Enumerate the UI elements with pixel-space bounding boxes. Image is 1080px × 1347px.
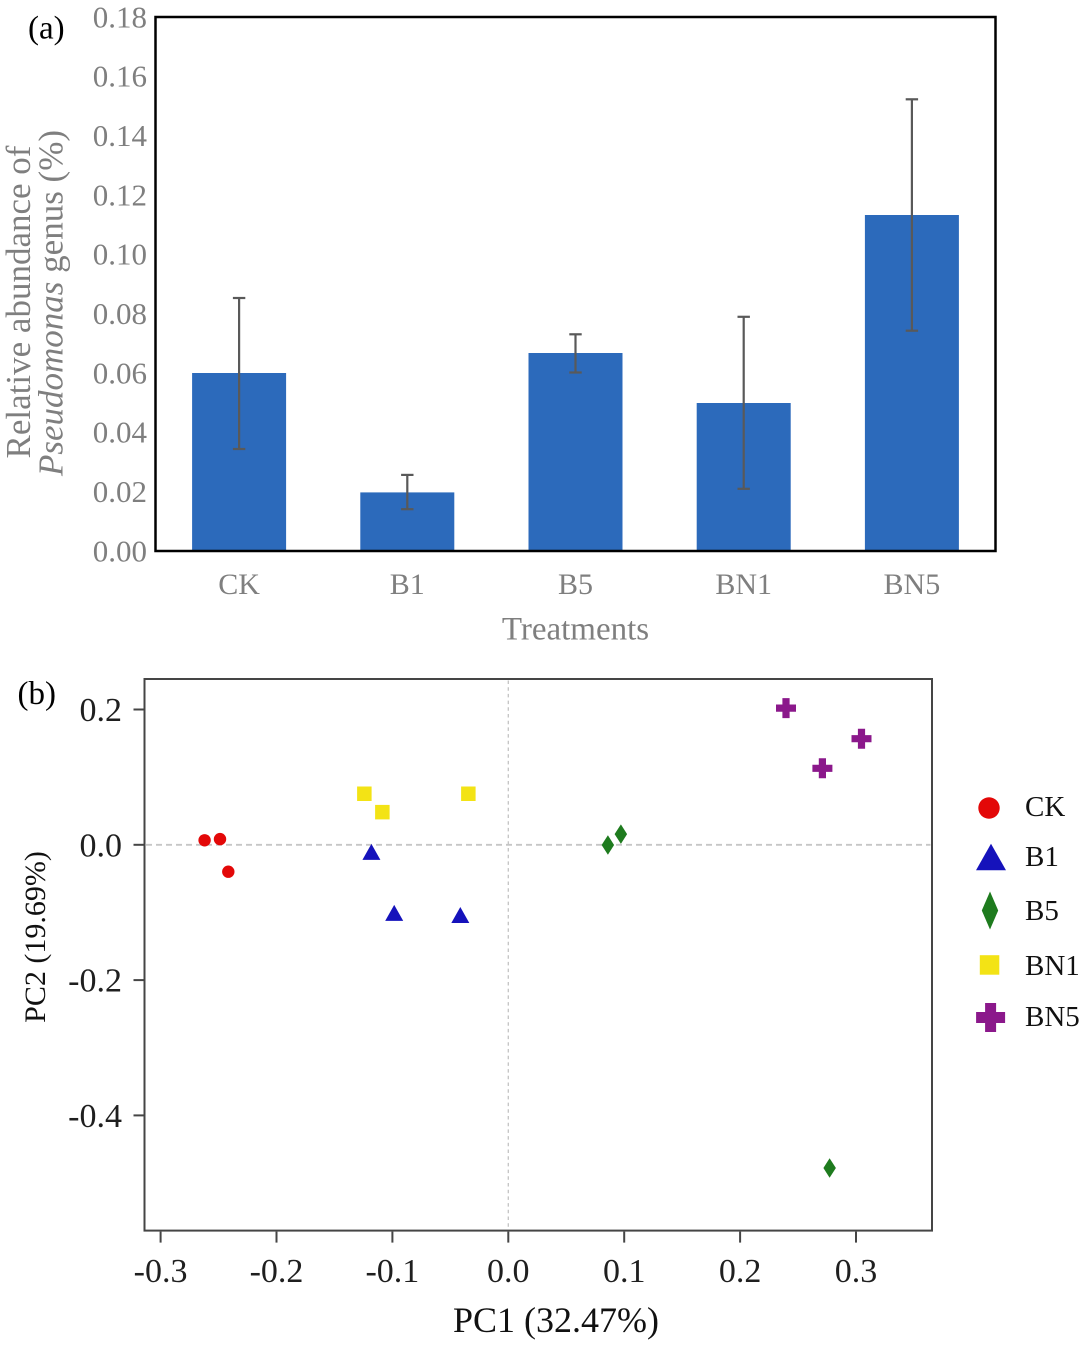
svg-text:0.1: 0.1 xyxy=(603,1253,646,1290)
svg-text:BN1: BN1 xyxy=(715,568,772,601)
svg-text:0.02: 0.02 xyxy=(93,474,147,509)
svg-text:0.2: 0.2 xyxy=(719,1253,762,1290)
svg-text:0.3: 0.3 xyxy=(835,1253,878,1290)
svg-text:0.06: 0.06 xyxy=(93,355,147,390)
svg-text:B5: B5 xyxy=(558,568,593,601)
svg-text:Pseudomonas genus (%): Pseudomonas genus (%) xyxy=(32,130,71,477)
svg-text:CK: CK xyxy=(218,568,260,601)
svg-text:B1: B1 xyxy=(1025,841,1059,873)
svg-text:CK: CK xyxy=(1025,791,1065,823)
svg-text:0.0: 0.0 xyxy=(487,1253,530,1290)
svg-text:-0.2: -0.2 xyxy=(250,1253,304,1290)
svg-text:(a): (a) xyxy=(28,11,65,47)
svg-text:Treatments: Treatments xyxy=(502,612,649,648)
svg-text:B1: B1 xyxy=(390,568,425,601)
svg-text:-0.2: -0.2 xyxy=(68,963,122,1000)
svg-text:0.04: 0.04 xyxy=(93,415,148,450)
svg-text:0.12: 0.12 xyxy=(93,177,147,212)
svg-text:BN5: BN5 xyxy=(1025,1001,1080,1033)
svg-text:0.08: 0.08 xyxy=(93,296,147,331)
svg-text:-0.1: -0.1 xyxy=(365,1253,419,1290)
svg-text:-0.3: -0.3 xyxy=(134,1253,188,1290)
svg-text:0.00: 0.00 xyxy=(93,533,147,568)
svg-text:0.14: 0.14 xyxy=(93,118,148,153)
svg-text:(b): (b) xyxy=(18,676,56,712)
svg-text:PC2 (19.69%): PC2 (19.69%) xyxy=(19,851,52,1023)
svg-text:0.10: 0.10 xyxy=(93,237,147,272)
svg-text:-0.4: -0.4 xyxy=(68,1098,122,1135)
svg-text:0.16: 0.16 xyxy=(93,59,147,94)
svg-text:Relative abundance of: Relative abundance of xyxy=(0,145,38,458)
svg-text:0.0: 0.0 xyxy=(80,827,123,864)
svg-text:B5: B5 xyxy=(1025,895,1059,927)
svg-text:0.2: 0.2 xyxy=(80,692,123,729)
svg-text:BN5: BN5 xyxy=(884,568,941,601)
svg-text:PC1 (32.47%): PC1 (32.47%) xyxy=(453,1300,659,1340)
svg-text:BN1: BN1 xyxy=(1025,950,1080,982)
svg-text:0.18: 0.18 xyxy=(93,0,147,34)
